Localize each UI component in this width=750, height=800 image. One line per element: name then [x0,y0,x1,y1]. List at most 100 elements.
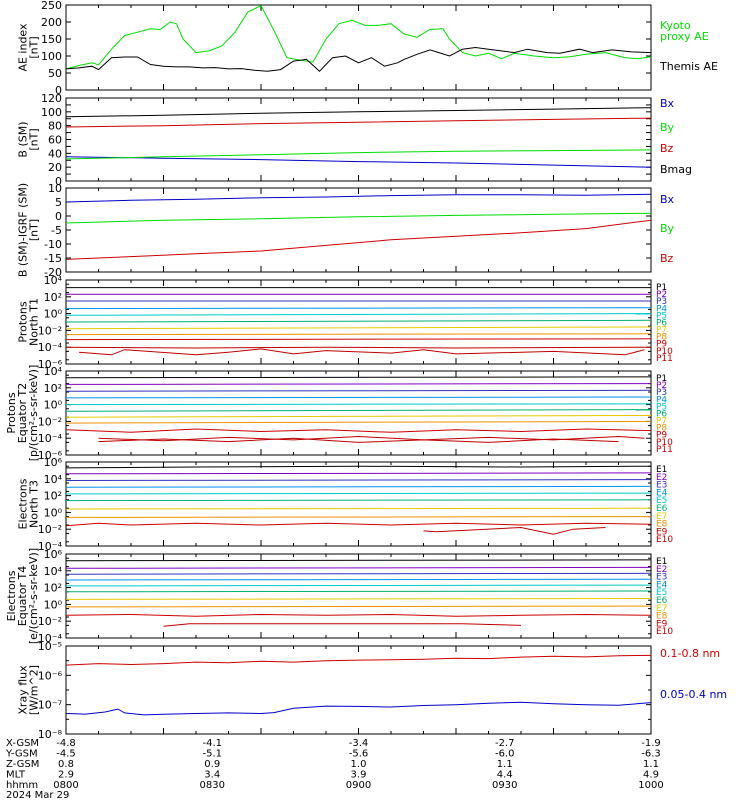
legend-entry: E3 [656,573,667,583]
y-tick-label: 5 [55,196,62,209]
footer-cell: -5.1 [202,749,222,760]
y-tick-label: 10² [44,382,62,395]
y-axis-label-line: Electrons [17,478,30,529]
legend-entry: P6 [656,318,667,328]
series-p8 [65,333,652,336]
legend-entry: E10 [656,535,673,545]
legend-entry: P7 [656,326,667,336]
legend-entry-line: P11 [656,445,673,455]
legend-entry-line: P2 [656,290,667,300]
series-e2 [65,566,652,569]
legend-entry: E6 [656,596,668,606]
legend-entry: E2 [656,473,667,483]
footer-cell: 1.0 [351,759,367,770]
y-tick-label: 100 [41,106,62,119]
series-e5 [65,492,652,495]
series-e5 [65,584,652,587]
legend-entry-line: E6 [656,596,668,606]
y-axis-label: ElectronsEquator T4[e/(cm²-s-sr-keV)] [5,548,40,644]
y-tick-label: 10⁻² [38,523,62,536]
y-tick-label: -10 [44,238,62,251]
legend-entry-line: Themis AE [659,60,718,73]
panel-frame [65,97,652,182]
y-tick-label: 10⁻⁶ [38,358,63,371]
y-tick-label: 150 [41,33,62,46]
legend-entry: P2 [656,290,667,300]
legend-entry: Kyoto proxy AE [660,19,709,43]
y-axis-label-line: North T3 [28,480,41,528]
y-axis-label: ProtonsNorth T1 [17,298,41,346]
legend-entry-line: P7 [656,326,667,336]
panel-frame [65,645,652,735]
y-tick-label: 120 [41,92,62,105]
legend-entry: E4 [656,580,668,590]
legend-entry: By [660,121,675,134]
y-tick-label: 40 [48,147,62,160]
legend-entry: E10 [656,627,673,637]
y-axis-label-line: [nT] [28,219,41,241]
y-axis-label-line: Equator T2 [16,383,29,443]
y-tick-label: 10⁻⁸ [38,728,63,741]
y-tick-label: 10⁶ [44,456,63,469]
y-tick-label: 10⁻⁴ [38,632,63,645]
y-tick-label: 10⁻² [38,415,62,428]
y-axis-label-line: Protons [17,301,30,342]
series-e10 [423,526,606,535]
footer-cell: 0.9 [204,759,220,770]
legend-entry: P8 [656,424,667,434]
legend-entry-line: P3 [656,388,667,398]
footer-cell: 3.9 [351,770,367,781]
y-axis-label: ElectronsNorth T3 [17,478,41,529]
y-tick-label: 0 [55,210,62,223]
footer-date: 2024 Mar 29 [6,790,69,800]
series-e3 [65,572,652,575]
legend-entry: P9 [656,431,667,441]
series-p2 [65,383,652,385]
y-axis-label-line: Protons [5,392,18,433]
footer-cell: -3.4 [349,738,369,749]
legend-entry: P11 [656,445,673,455]
footer-row-label: hhmm [6,780,38,791]
y-axis-label: B (SM)[nT] [17,121,41,157]
legend-entry-line: proxy AE [660,30,709,43]
footer-cell: 0.8 [58,759,74,770]
legend-entry-line: E3 [656,573,667,583]
series-e8 [65,605,652,608]
panel-xray: 10⁻⁸ 10⁻⁷ 10⁻⁶ 10⁻⁵ Xray flux[W/m^2] 0.1-0.8 … [17,640,728,741]
y-tick-label: 10⁻² [38,615,62,628]
legend-entry-line: E10 [656,627,673,637]
y-tick-label: 50 [48,67,62,80]
y-axis-label-line: AE index [17,23,30,72]
y-axis-label-line: [W/m^2] [28,665,41,715]
footer-cell: 0800 [53,780,78,791]
legend-entry-line: Bx [660,193,675,206]
legend-entry-line: Kyoto [660,19,691,32]
y-tick-label: -15 [44,252,62,265]
panel-frame [65,4,652,91]
y-tick-label: 10⁰ [44,598,63,611]
y-tick-label: 10² [44,582,62,595]
legend-entry: E5 [656,588,667,598]
series-p7 [65,326,652,330]
legend-entry-line: E8 [656,520,668,530]
series-e8 [65,516,652,518]
footer-cell: -4.5 [56,749,76,760]
series-kyoto-proxy-ae [65,5,652,70]
legend-entry: P10 [656,438,673,448]
legend-entry: P5 [656,402,667,412]
y-tick-label: 10⁻⁷ [38,699,62,712]
y-tick-label: 10⁰ [44,399,63,412]
y-tick-label: 80 [48,120,62,133]
legend-entry-line: P7 [656,417,667,427]
legend-entry-line: P10 [656,438,673,448]
footer-cell: -4.1 [202,738,222,749]
legend-entry-line: E6 [656,504,668,514]
legend-entry: P8 [656,333,667,343]
legend-entry-line: P2 [656,381,667,391]
legend-entry-line: E2 [656,565,667,575]
y-axis-label-line: [nT] [28,36,41,58]
legend-entry: P1 [656,283,667,293]
legend-entry: Bx [660,97,675,110]
